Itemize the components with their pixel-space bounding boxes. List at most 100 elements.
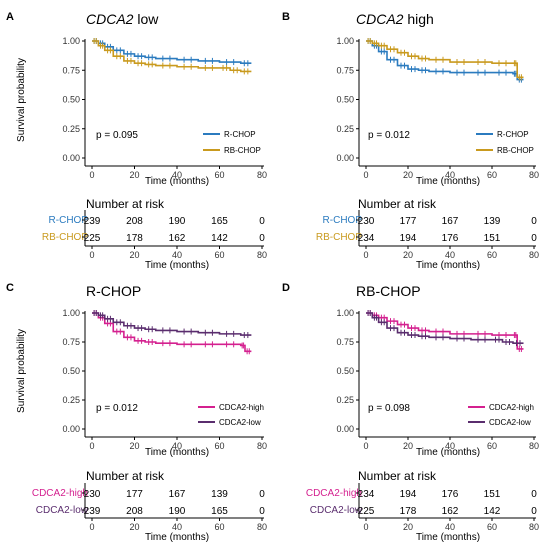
x-axis-label: Time (months) bbox=[145, 447, 209, 458]
km-plot: 0.00 0.25 0.50 0.75 1.00 0 20 40 60 80 bbox=[62, 36, 267, 180]
risk-count: 0 bbox=[531, 216, 537, 227]
p-value: p = 0.012 bbox=[96, 403, 138, 414]
survival-curve bbox=[366, 40, 524, 79]
risk-count: 0 bbox=[259, 506, 265, 517]
y-tick-label: 0.75 bbox=[336, 65, 354, 75]
survival-curve bbox=[366, 40, 524, 81]
p-value: p = 0.098 bbox=[368, 403, 410, 414]
panel-d: D RB-CHOP 0.000.250.500.751.000 20 40 60 80 … bbox=[282, 282, 539, 543]
legend: CDCA2-high CDCA2-low bbox=[198, 403, 264, 427]
km-plot: 0.00 0.25 0.50 0.75 1.00 0 20 40 60 80 bbox=[62, 308, 267, 451]
y-tick-label: 1.00 bbox=[62, 36, 80, 46]
y-tick-label: 1.00 bbox=[62, 308, 80, 318]
y-tick-label: 0.50 bbox=[336, 366, 354, 376]
risk-count: 239 bbox=[84, 216, 101, 227]
risk-x-tick-label: 60 bbox=[214, 522, 224, 532]
risk-count: 178 bbox=[126, 233, 143, 244]
risk-row-label: CDCA2-high bbox=[32, 488, 88, 499]
y-axis-label-bottom: Survival probability bbox=[16, 329, 27, 413]
y-tick-label: 1.00 bbox=[336, 36, 354, 46]
x-axis-label: Time (months) bbox=[416, 532, 480, 543]
risk-count: 142 bbox=[484, 506, 501, 517]
y-tick-label: 0.50 bbox=[62, 95, 80, 105]
risk-row-label: CDCA2-low bbox=[36, 505, 89, 516]
risk-count: 139 bbox=[211, 489, 228, 500]
x-tick-label: 40 bbox=[172, 441, 182, 451]
x-tick-label: 40 bbox=[172, 170, 182, 180]
panel-letter: D bbox=[282, 282, 290, 294]
risk-x-tick-label: 0 bbox=[89, 250, 94, 260]
y-tick-label: 0.25 bbox=[336, 124, 354, 134]
legend-label: R-CHOP bbox=[224, 130, 256, 139]
legend-label: R-CHOP bbox=[497, 130, 529, 139]
y-tick-label: 0.75 bbox=[62, 337, 80, 347]
x-tick-label: 20 bbox=[129, 441, 139, 451]
risk-row-label: R-CHOP bbox=[323, 215, 363, 226]
legend-label: CDCA2-low bbox=[219, 418, 261, 427]
panel-title: CDCA2 low bbox=[86, 11, 159, 27]
risk-count: 194 bbox=[400, 233, 417, 244]
risk-count: 234 bbox=[358, 489, 375, 500]
y-tick-label: 0.75 bbox=[62, 65, 80, 75]
risk-count: 0 bbox=[259, 233, 265, 244]
y-tick-label: 0.00 bbox=[336, 424, 354, 434]
x-tick-label: 80 bbox=[257, 170, 267, 180]
x-axis-label: Time (months) bbox=[145, 260, 209, 271]
legend-label: CDCA2-high bbox=[489, 403, 534, 412]
risk-count: 167 bbox=[169, 489, 186, 500]
risk-count: 0 bbox=[259, 489, 265, 500]
risk-count: 0 bbox=[531, 233, 537, 244]
risk-table-title: Number at risk bbox=[358, 197, 437, 211]
x-tick-label: 80 bbox=[529, 170, 539, 180]
risk-x-tick-label: 20 bbox=[403, 522, 413, 532]
risk-count: 208 bbox=[126, 216, 143, 227]
risk-count: 190 bbox=[169, 216, 186, 227]
risk-row-label: RB-CHOP bbox=[316, 232, 362, 243]
panel-title: R-CHOP bbox=[86, 283, 141, 299]
risk-count: 230 bbox=[358, 216, 375, 227]
survival-curve bbox=[366, 312, 524, 350]
risk-x-tick-label: 40 bbox=[172, 522, 182, 532]
p-value: p = 0.095 bbox=[96, 130, 138, 141]
risk-x-tick-label: 0 bbox=[363, 522, 368, 532]
risk-count: 239 bbox=[84, 506, 101, 517]
panel-letter: B bbox=[282, 11, 290, 23]
risk-x-tick-label: 60 bbox=[487, 522, 497, 532]
legend-label: RB-CHOP bbox=[497, 146, 534, 155]
x-tick-label: 40 bbox=[445, 170, 455, 180]
survival-curve bbox=[366, 312, 524, 344]
x-tick-label: 20 bbox=[403, 441, 413, 451]
legend: R-CHOP RB-CHOP bbox=[203, 130, 261, 155]
x-tick-label: 20 bbox=[403, 170, 413, 180]
survival-curve bbox=[92, 312, 252, 336]
survival-curve bbox=[92, 312, 252, 353]
y-tick-label: 0.50 bbox=[336, 95, 354, 105]
risk-count: 177 bbox=[126, 489, 143, 500]
x-axis-label: Time (months) bbox=[145, 176, 209, 187]
km-plot: 0.00 0.25 0.50 0.75 1.00 0 20 40 60 80 bbox=[336, 36, 539, 180]
risk-count: 151 bbox=[484, 233, 501, 244]
y-axis-label-top: Survival probability bbox=[16, 58, 27, 142]
risk-count: 165 bbox=[211, 506, 228, 517]
risk-x-tick-label: 0 bbox=[89, 522, 94, 532]
x-axis-label: Time (months) bbox=[416, 260, 480, 271]
x-tick-label: 0 bbox=[89, 170, 94, 180]
panel-a: A CDCA2 low 0.00 0.25 0.50 0.75 1.00 0 20 40 60 8… bbox=[6, 11, 267, 271]
risk-x-tick-label: 0 bbox=[363, 250, 368, 260]
risk-x-tick-label: 20 bbox=[129, 522, 139, 532]
p-value: p = 0.012 bbox=[368, 130, 410, 141]
x-tick-label: 80 bbox=[257, 441, 267, 451]
risk-count: 234 bbox=[358, 233, 375, 244]
y-tick-label: 0.00 bbox=[62, 153, 80, 163]
x-tick-label: 60 bbox=[214, 441, 224, 451]
panel-title: CDCA2 high bbox=[356, 11, 434, 27]
risk-x-tick-label: 60 bbox=[214, 250, 224, 260]
panel-letter: A bbox=[6, 11, 14, 23]
legend-label: RB-CHOP bbox=[224, 146, 261, 155]
risk-count: 162 bbox=[169, 233, 186, 244]
x-tick-label: 60 bbox=[487, 441, 497, 451]
risk-count: 177 bbox=[400, 216, 417, 227]
